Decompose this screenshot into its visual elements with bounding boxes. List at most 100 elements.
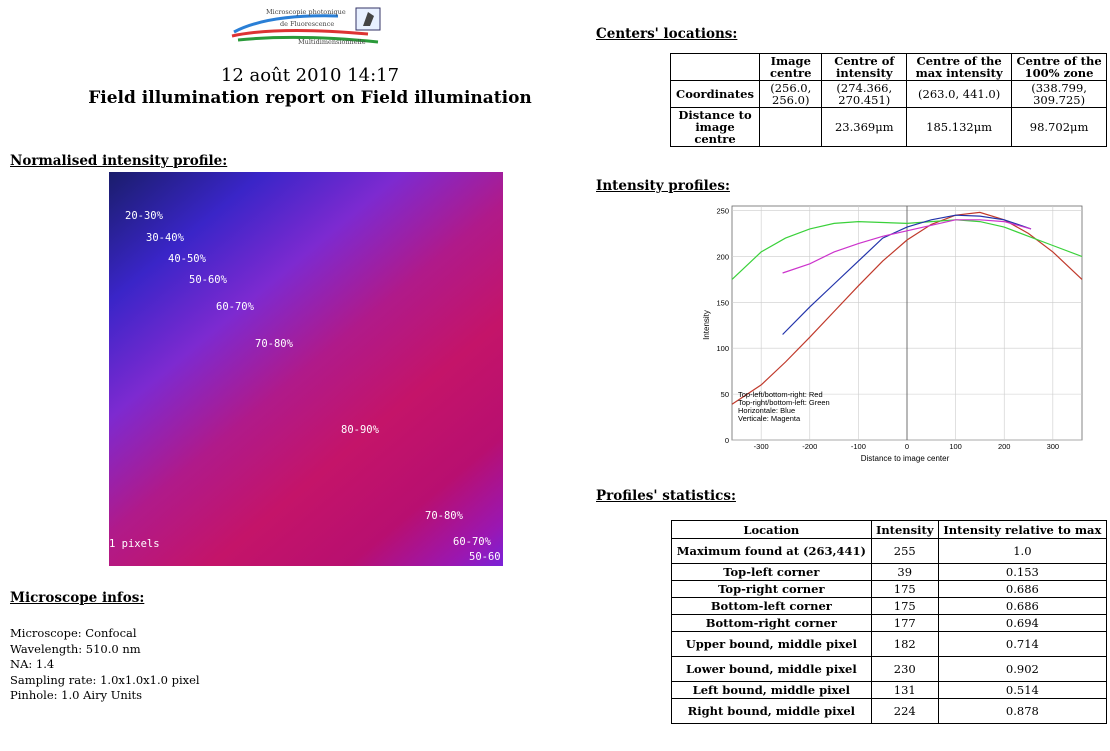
stats-cell: 177: [870, 614, 939, 632]
centers-cell: (274.366, 270.451): [821, 80, 908, 108]
y-tick-label: 150: [716, 298, 729, 307]
stats-cell: 39: [870, 563, 939, 581]
svg-text:Microscopie photonique: Microscopie photonique: [266, 8, 346, 16]
stats-cell: 0.694: [937, 614, 1108, 632]
map-label: 60-70%: [216, 301, 254, 313]
chart-series: [731, 211, 1083, 405]
stats-cell: 182: [870, 631, 939, 657]
stats-header: Intensity relative to max: [937, 520, 1108, 539]
map-label: 20-30%: [125, 210, 163, 222]
x-tick-label: -100: [851, 442, 866, 451]
x-tick-label: 200: [998, 442, 1011, 451]
stats-cell: 131: [870, 681, 939, 699]
centers-cell: (256.0, 256.0): [758, 80, 823, 108]
stats-heading: Profiles' statistics:: [596, 488, 736, 504]
map-label: 30-40%: [146, 232, 184, 244]
mpfm-logo: Microscopie photonique de Fluorescence M…: [231, 7, 381, 46]
stats-cell: 0.714: [937, 631, 1108, 657]
stats-cell: Top-left corner: [671, 563, 872, 581]
report-title: 12 août 2010 14:17 Field illumination re…: [60, 64, 560, 110]
x-tick-label: 300: [1047, 442, 1060, 451]
centers-header: Centre of the 100% zone: [1011, 53, 1107, 81]
stats-cell: Upper bound, middle pixel: [671, 631, 872, 657]
centers-cell: (338.799, 309.725): [1011, 80, 1107, 108]
map-label: 60-70%: [453, 536, 491, 548]
centers-table: Image centre Centre of intensity Centre …: [670, 53, 1107, 147]
stats-cell: 0.686: [937, 580, 1108, 598]
y-tick-label: 50: [721, 390, 729, 399]
centers-cell: 185.132μm: [906, 107, 1013, 147]
stats-cell: 224: [870, 698, 939, 724]
stats-cell: Maximum found at (263,441): [671, 538, 872, 564]
stats-cell: Lower bound, middle pixel: [671, 656, 872, 682]
centers-header: Centre of intensity: [821, 53, 908, 81]
y-tick-label: 200: [716, 252, 729, 261]
y-tick-label: 250: [716, 207, 729, 216]
stats-header: Intensity: [870, 520, 939, 539]
legend-line: Top-left/bottom-right: Red: [738, 390, 823, 399]
stats-cell: Bottom-left corner: [671, 597, 872, 615]
report-heading: Field illumination report on Field illum…: [88, 88, 532, 108]
stats-cell: 0.878: [937, 698, 1108, 724]
intensity-profiles-chart: -300 -200 -100 0 100 200 300 0 50 100 150 200 250 Di…: [702, 205, 1083, 463]
profiles-heading: Intensity profiles:: [596, 178, 730, 194]
map-label: 50-60: [469, 551, 501, 563]
map-label: 50-60%: [189, 274, 227, 286]
centers-cell: 23.369μm: [821, 107, 908, 147]
x-tick-label: 100: [949, 442, 962, 451]
map-label: 40-50%: [168, 253, 206, 265]
svg-text:Multidimensionnelle: Multidimensionnelle: [298, 38, 366, 46]
stats-cell: Right bound, middle pixel: [671, 698, 872, 724]
stats-cell: Left bound, middle pixel: [671, 681, 872, 699]
stats-cell: Bottom-right corner: [671, 614, 872, 632]
microscope-line: Pinhole: 1.0 Airy Units: [10, 688, 143, 702]
microscope-info: Microscope: Confocal Wavelength: 510.0 n…: [10, 626, 200, 704]
chart-grid: [731, 205, 1083, 441]
series-line-3: [782, 219, 1032, 274]
stats-cell: 1.0: [937, 538, 1108, 564]
intensity-map: 20-30% 30-40% 40-50% 50-60% 60-70% 70-80…: [109, 172, 503, 566]
centers-cell: Coordinates: [670, 80, 760, 108]
report-date: 12 août 2010 14:17: [220, 65, 400, 86]
x-axis-label: Distance to image center: [861, 454, 950, 463]
microscope-line: Sampling rate: 1.0x1.0x1.0 pixel: [10, 672, 200, 687]
chart-ticks: -300 -200 -100 0 100 200 300 0 50 100 150 200 250: [716, 207, 1059, 451]
legend-line: Horizontale: Blue: [738, 406, 795, 415]
stats-cell: 0.686: [937, 597, 1108, 615]
centers-header: Centre of the max intensity: [906, 53, 1013, 81]
map-label: 80-90%: [341, 424, 379, 436]
map-label: 70-80%: [425, 510, 463, 522]
y-axis-label: Intensity: [702, 310, 711, 340]
centers-cell: Distance to image centre: [670, 107, 760, 147]
centers-header: Image centre: [758, 53, 823, 81]
centers-header: [670, 53, 760, 81]
series-line-0: [731, 211, 1083, 405]
centers-heading: Centers' locations:: [596, 26, 738, 42]
stats-table: Location Intensity Intensity relative to…: [671, 520, 1108, 724]
centers-cell: [758, 107, 823, 147]
map-label: 70-80%: [255, 338, 293, 350]
y-tick-label: 100: [716, 344, 729, 353]
x-tick-label: -200: [802, 442, 817, 451]
legend-line: Top-right/bottom-left: Green: [738, 398, 830, 407]
y-tick-label: 0: [725, 436, 729, 445]
stats-cell: 175: [870, 580, 939, 598]
x-tick-label: 0: [905, 442, 909, 451]
series-line-1: [731, 219, 1083, 280]
series-line-2: [782, 214, 1032, 335]
centers-cell: (263.0, 441.0): [906, 80, 1013, 108]
microscope-line: Wavelength: 510.0 nm: [10, 641, 141, 656]
stats-cell: 0.153: [937, 563, 1108, 581]
stats-header: Location: [671, 520, 872, 539]
stats-cell: 175: [870, 597, 939, 615]
stats-cell: 255: [870, 538, 939, 564]
microscope-heading: Microscope infos:: [10, 590, 145, 606]
microscope-line: Microscope: Confocal: [10, 626, 137, 640]
centers-cell: 98.702μm: [1011, 107, 1107, 147]
legend-line: Verticale: Magenta: [738, 414, 801, 423]
microscope-line: NA: 1.4: [10, 657, 55, 671]
stats-cell: 0.902: [937, 656, 1108, 682]
stats-cell: Top-right corner: [671, 580, 872, 598]
stats-cell: 0.514: [937, 681, 1108, 699]
stats-cell: 230: [870, 656, 939, 682]
